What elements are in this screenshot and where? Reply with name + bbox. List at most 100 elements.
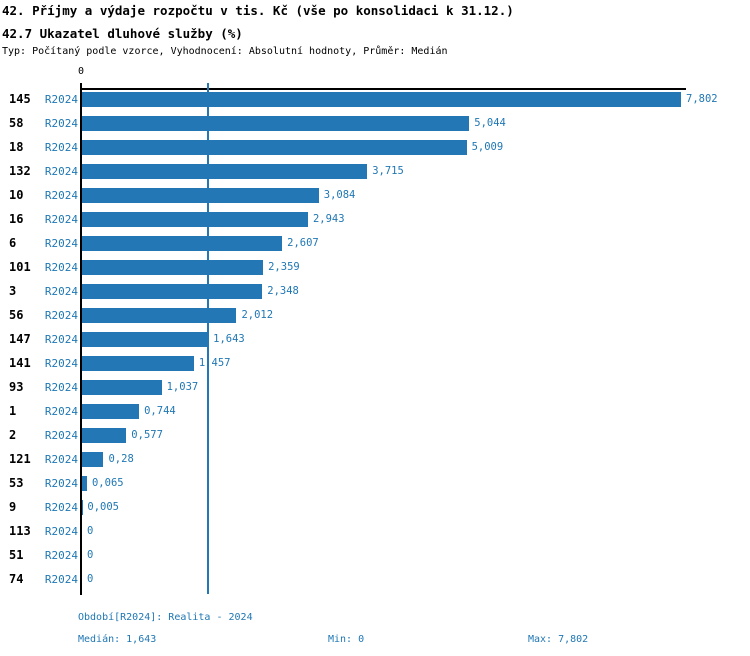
- bar[interactable]: [82, 284, 263, 299]
- row-id-label: 51: [9, 548, 24, 562]
- bar[interactable]: [82, 92, 681, 107]
- row-id-label: 18: [9, 140, 24, 154]
- row-id-label: 93: [9, 380, 24, 394]
- bar-value-label: 5,044: [474, 117, 506, 129]
- row-id-label: 53: [9, 476, 24, 490]
- row-id-label: 6: [9, 236, 17, 250]
- bar[interactable]: [82, 380, 162, 395]
- row-period-label: R2024: [44, 117, 78, 130]
- row-id-label: 132: [9, 164, 31, 178]
- row-period-label: R2024: [44, 549, 78, 562]
- x-axis-line: [80, 88, 686, 90]
- bar-value-label: 3,715: [372, 165, 404, 177]
- table-row: 1 R2024 0,744: [0, 404, 750, 419]
- row-period-label: R2024: [44, 405, 78, 418]
- row-id-label: 56: [9, 308, 24, 322]
- row-period-label: R2024: [44, 261, 78, 274]
- row-id-label: 58: [9, 116, 24, 130]
- bar[interactable]: [82, 116, 470, 131]
- footer-min-label: Min: 0: [328, 634, 365, 645]
- table-row: 145 R2024 7,802: [0, 92, 750, 107]
- row-id-label: 3: [9, 284, 17, 298]
- chart-title-line2: 42.7 Ukazatel dluhové služby (%): [2, 26, 243, 41]
- bar-value-label: 0,577: [131, 429, 163, 441]
- row-id-label: 16: [9, 212, 24, 226]
- row-id-label: 101: [9, 260, 31, 274]
- bar-value-label: 1,457: [198, 357, 231, 369]
- x-axis-zero-tick-label: 0: [77, 66, 85, 77]
- bar[interactable]: [82, 404, 140, 419]
- table-row: 93 R2024 1,037: [0, 380, 750, 395]
- row-period-label: R2024: [44, 477, 78, 490]
- bar-value-label: 2,607: [287, 237, 319, 249]
- table-row: 56 R2024 2,012: [0, 308, 750, 323]
- y-axis-line: [80, 83, 82, 595]
- row-id-label: 2: [9, 428, 17, 442]
- bar[interactable]: [82, 212, 308, 227]
- bar-value-label: 0: [87, 549, 94, 561]
- bar-value-label: 2,012: [241, 309, 274, 321]
- row-period-label: R2024: [44, 357, 78, 370]
- bar-value-label: 3,084: [323, 189, 356, 201]
- row-period-label: R2024: [44, 93, 78, 106]
- table-row: 3 R2024 2,348: [0, 284, 750, 299]
- bar-value-label: 0,744: [144, 405, 176, 417]
- row-period-label: R2024: [44, 429, 78, 442]
- bar-value-label: 1,643: [213, 333, 245, 345]
- row-period-label: R2024: [44, 381, 78, 394]
- table-row: 51 R2024 0: [0, 548, 750, 563]
- bar-value-label: 0: [87, 525, 94, 537]
- row-period-label: R2024: [44, 237, 78, 250]
- bar[interactable]: [82, 356, 194, 371]
- row-period-label: R2024: [44, 165, 78, 178]
- bar[interactable]: [82, 452, 104, 467]
- bar[interactable]: [82, 164, 368, 179]
- row-id-label: 9: [9, 500, 17, 514]
- table-row: 121 R2024 0,28: [0, 452, 750, 467]
- bar-value-label: 1,037: [166, 381, 199, 393]
- table-row: 132 R2024 3,715: [0, 164, 750, 179]
- bar-value-label: 0,065: [91, 477, 124, 489]
- bar[interactable]: [82, 476, 87, 491]
- bar[interactable]: [82, 260, 264, 275]
- row-period-label: R2024: [44, 573, 78, 586]
- bar[interactable]: [82, 140, 467, 155]
- table-row: 6 R2024 2,607: [0, 236, 750, 251]
- table-row: 141 R2024 1,457: [0, 356, 750, 371]
- row-period-label: R2024: [44, 453, 78, 466]
- bar[interactable]: [82, 236, 283, 251]
- row-period-label: R2024: [44, 309, 78, 322]
- table-row: 53 R2024 0,065: [0, 476, 750, 491]
- table-row: 101 R2024 2,359: [0, 260, 750, 275]
- footer-max-label: Max: 7,802: [528, 634, 589, 645]
- row-id-label: 147: [9, 332, 31, 346]
- row-period-label: R2024: [44, 333, 78, 346]
- row-id-label: 145: [9, 92, 31, 106]
- footer-median-label: Medián: 1,643: [78, 634, 157, 645]
- bar-value-label: 0,005: [87, 501, 119, 513]
- bar[interactable]: [82, 308, 237, 323]
- row-id-label: 113: [9, 524, 31, 538]
- bar[interactable]: [82, 332, 209, 347]
- chart-title-line1: 42. Příjmy a výdaje rozpočtu v tis. Kč (…: [2, 3, 514, 18]
- row-period-label: R2024: [44, 141, 78, 154]
- row-id-label: 1: [9, 404, 17, 418]
- row-period-label: R2024: [44, 285, 78, 298]
- chart-meta-line: Typ: Počítaný podle vzorce, Vyhodnocení:…: [2, 46, 448, 57]
- bar-value-label: 2,359: [268, 261, 300, 273]
- table-row: 18 R2024 5,009: [0, 140, 750, 155]
- row-period-label: R2024: [44, 213, 78, 226]
- bar[interactable]: [82, 188, 319, 203]
- bar-value-label: 0: [87, 573, 94, 585]
- table-row: 9 R2024 0,005: [0, 500, 750, 515]
- bar-value-label: 2,943: [312, 213, 345, 225]
- row-period-label: R2024: [44, 501, 78, 514]
- bar-value-label: 0,28: [108, 453, 134, 465]
- bar[interactable]: [82, 428, 127, 443]
- table-row: 58 R2024 5,044: [0, 116, 750, 131]
- row-period-label: R2024: [44, 189, 78, 202]
- row-id-label: 121: [9, 452, 31, 466]
- row-period-label: R2024: [44, 525, 78, 538]
- table-row: 113 R2024 0: [0, 524, 750, 539]
- bar-value-label: 5,009: [471, 141, 504, 153]
